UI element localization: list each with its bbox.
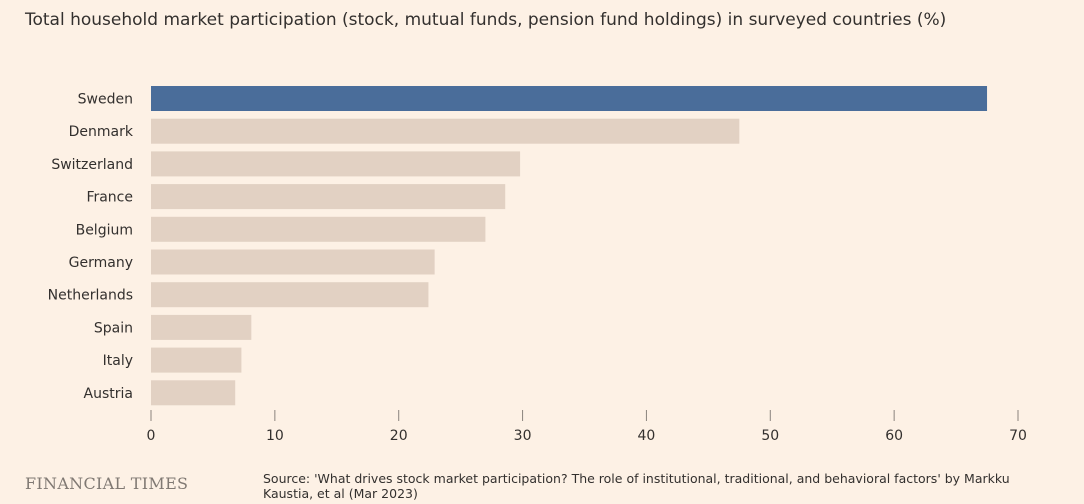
bar-italy bbox=[151, 347, 242, 373]
x-tick-label-60: 60 bbox=[885, 428, 903, 444]
chart-title: Total household market participation (st… bbox=[25, 10, 947, 30]
bar-spain bbox=[151, 314, 252, 340]
category-label-france: France bbox=[86, 190, 133, 206]
bar-germany bbox=[151, 249, 435, 275]
x-tick-label-50: 50 bbox=[761, 428, 779, 444]
category-label-germany: Germany bbox=[69, 255, 133, 271]
category-labels-group: Sweden Denmark Switzerland France Belgium Ger… bbox=[48, 92, 134, 402]
category-label-spain: Spain bbox=[94, 320, 133, 336]
category-label-italy: Italy bbox=[103, 353, 133, 369]
bars-group bbox=[151, 86, 988, 406]
category-label-denmark: Denmark bbox=[69, 124, 134, 140]
bar-sweden bbox=[151, 86, 988, 111]
category-label-switzerland: Switzerland bbox=[51, 157, 133, 173]
bar-denmark bbox=[151, 118, 740, 144]
x-tick-label-10: 10 bbox=[266, 428, 284, 444]
category-label-austria: Austria bbox=[84, 386, 133, 402]
bar-netherlands bbox=[151, 282, 429, 308]
source-note: Source: 'What drives stock market partic… bbox=[263, 471, 1010, 501]
bar-france bbox=[151, 184, 506, 210]
x-tick-label-70: 70 bbox=[1009, 428, 1027, 444]
bar-belgium bbox=[151, 216, 486, 242]
x-tick-label-30: 30 bbox=[514, 428, 532, 444]
x-tick-label-40: 40 bbox=[638, 428, 656, 444]
x-tick-label-0: 0 bbox=[147, 428, 156, 444]
x-tick-label-20: 20 bbox=[390, 428, 408, 444]
bar-austria bbox=[151, 380, 236, 406]
category-label-netherlands: Netherlands bbox=[48, 288, 133, 304]
x-axis: 0 10 20 30 40 50 60 70 bbox=[147, 410, 1027, 444]
bar-switzerland bbox=[151, 151, 521, 177]
bar-chart: Sweden Denmark Switzerland France Belgium Ger… bbox=[48, 86, 1027, 444]
category-label-sweden: Sweden bbox=[78, 92, 133, 108]
category-label-belgium: Belgium bbox=[76, 222, 133, 238]
brand-logo-text: FINANCIAL TIMES bbox=[25, 474, 189, 493]
